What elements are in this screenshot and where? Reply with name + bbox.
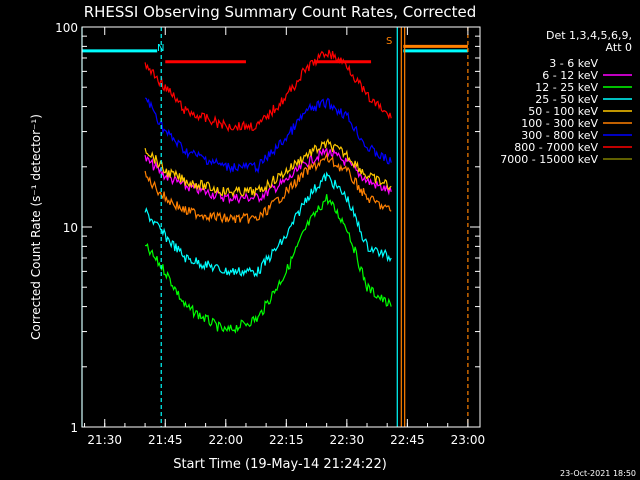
x-tick-label-5: 22:45 — [390, 433, 425, 447]
x-tick-label-0: 21:30 — [87, 433, 122, 447]
flag-label-n: N — [157, 43, 164, 54]
y-tick-label-1: 10 — [63, 221, 78, 235]
footer-timestamp: 23-Oct-2021 18:50 — [560, 469, 636, 478]
series-line-0 — [156, 107, 392, 166]
series-line-4 — [144, 138, 392, 198]
legend-entry-3: 25 - 50 keV — [535, 93, 598, 106]
x-tick-label-2: 22:00 — [208, 433, 243, 447]
legend-entry-5: 100 - 300 keV — [521, 117, 598, 130]
flags-layer — [82, 44, 468, 64]
series-line-1 — [144, 147, 392, 205]
chart-title: RHESSI Observing Summary Count Rates, Co… — [84, 3, 477, 21]
series-line-6 — [144, 97, 392, 174]
plot-frame — [81, 26, 481, 428]
series-line-5 — [144, 152, 392, 224]
y-tick-label-2: 100 — [55, 21, 78, 35]
markers-layer — [81, 27, 469, 427]
legend-entry-4: 50 - 100 keV — [528, 105, 598, 118]
x-axis-label: Start Time (19-May-14 21:24:22) — [173, 457, 387, 472]
y-tick-label-0: 1 — [70, 421, 78, 435]
x-tick-label-6: 23:00 — [451, 433, 486, 447]
x-tick-label-4: 22:30 — [330, 433, 365, 447]
legend-entry-1: 6 - 12 keV — [542, 69, 598, 82]
legend-entry-2: 12 - 25 keV — [535, 81, 598, 94]
x-tick-label-3: 22:15 — [269, 433, 304, 447]
legend-entry-0: 3 - 6 keV — [549, 57, 598, 70]
flag-label-s: S — [386, 36, 392, 47]
legend-entry-8: 7000 - 15000 keV — [500, 153, 598, 166]
x-tick-label-1: 21:45 — [148, 433, 183, 447]
series-line-7 — [144, 49, 392, 133]
legend-title-line2: Att 0 — [606, 41, 632, 54]
legend-entry-7: 800 - 7000 keV — [514, 141, 598, 154]
series-line-2 — [144, 194, 392, 334]
series-line-3 — [144, 171, 392, 278]
series-layer — [144, 49, 392, 334]
legend-title-line1: Det 1,3,4,5,6,9, — [546, 29, 632, 42]
y-axis-label: Corrected Count Rate (s⁻¹ detector⁻¹) — [29, 114, 43, 340]
axes-layer: 21:30 21:45 22:00 22:15 22:30 22:45 23:00 1 10 10… — [55, 21, 485, 447]
legend-entry-6: 300 - 800 keV — [521, 129, 598, 142]
